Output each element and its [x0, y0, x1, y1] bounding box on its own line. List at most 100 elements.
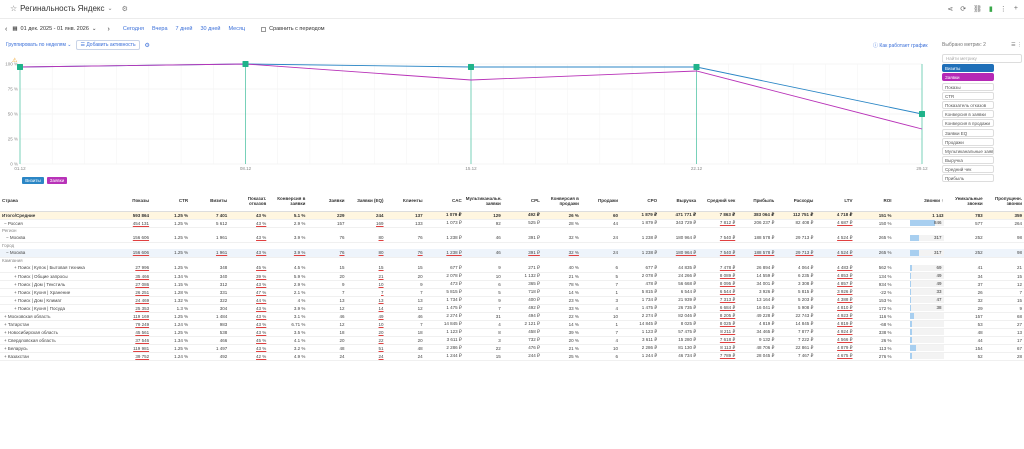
group-by-week-dropdown[interactable]: Группировать по неделям ⌄ [6, 42, 72, 48]
metric-chip[interactable]: Выручка [942, 156, 994, 165]
column-header[interactable]: Визиты [190, 191, 230, 212]
row-label[interactable]: + Поиск | Дом | Текстиль [0, 280, 112, 289]
compare-toggle[interactable]: Сравнить с периодом [261, 26, 325, 32]
table-row[interactable]: − Москва 156 606 1.25 % 1 961 43 % 3.9 % 76 80 7… [0, 249, 1024, 258]
row-label[interactable]: + Поиск | Кухня | Хранение [0, 288, 112, 297]
row-label[interactable]: − Москва [0, 234, 112, 243]
table-row[interactable]: + Поиск | Дом | Климат 24 469 1.32 % 322 44 … [0, 296, 1024, 305]
column-header[interactable]: Конверсия в продажи [541, 191, 581, 212]
metric-chip[interactable]: Мультиканальные заявки [942, 146, 994, 155]
column-header[interactable]: Продажи [580, 191, 621, 212]
table-row[interactable]: + Новосибирская область 45 561 1.25 % 538 43… [0, 328, 1024, 337]
metric-chip[interactable]: Заявки [942, 73, 994, 82]
row-label[interactable]: − Россия [0, 219, 112, 228]
metric-chip[interactable]: Конверсия в заявки [942, 110, 994, 119]
cell-value: 6 [615, 353, 619, 359]
metric-chip[interactable]: Показы [942, 82, 994, 91]
chart-icon[interactable]: ▮ [989, 6, 993, 13]
column-header[interactable]: Клиенты [385, 191, 425, 212]
table-cell: 2 274 ₽ [424, 312, 464, 321]
row-label[interactable]: + Татарстан [0, 320, 112, 329]
quick-30days[interactable]: 30 дней [200, 26, 221, 32]
column-header[interactable]: Заявки (EQ) [346, 191, 386, 212]
row-label[interactable]: + Поиск | Общие запросы [0, 272, 112, 281]
how-chart-works-link[interactable]: ⓘ Как работает график [873, 42, 928, 49]
row-label[interactable]: + Свердловская область [0, 336, 112, 345]
column-header[interactable]: Прибыль [737, 191, 777, 212]
table-row[interactable]: − Москва 156 606 1.25 % 1 961 43 % 3.9 % 76 80 7… [0, 234, 1024, 243]
metric-chip[interactable]: Показатель отказов [942, 100, 994, 109]
metric-chip[interactable]: Заявки EQ [942, 128, 994, 137]
row-label[interactable]: + Поиск | Кухня | Посуда [0, 304, 112, 313]
row-label[interactable]: + Поиск | Дом | Климат [0, 296, 112, 305]
next-period-button[interactable]: › [107, 25, 110, 33]
row-label[interactable]: + Поиск | Купок | Бытовая техника [0, 264, 112, 273]
row-label[interactable]: + Московская область [0, 312, 112, 321]
star-icon[interactable]: ☆ [10, 4, 18, 13]
metric-chip[interactable]: Прибыль [942, 174, 994, 183]
column-header[interactable]: Страна [0, 191, 112, 212]
table-row[interactable]: + Казахстан 39 752 1.24 % 492 42 % 4.9 % 24 24 2… [0, 352, 1024, 361]
quick-month[interactable]: Месяц [228, 26, 246, 32]
table-cell: 49 [893, 272, 946, 281]
cell-value: 46 [339, 313, 345, 319]
column-header[interactable]: Уникальные звонки [945, 191, 985, 212]
column-header[interactable]: Расходы [776, 191, 816, 212]
metric-chip[interactable]: Продажи [942, 137, 994, 146]
column-header[interactable]: Показат. отказов [229, 191, 269, 212]
table-row[interactable]: + Беларусь 119 981 1.25 % 1 497 43 % 3.2 % 48 5… [0, 344, 1024, 353]
column-header[interactable]: Звонки ↑ [893, 191, 946, 212]
table-row[interactable]: + Поиск | Дом | Текстиль 27 086 1.15 % 312 4… [0, 280, 1024, 289]
table-row[interactable]: + Свердловская область 37 546 1.34 % 466 45 … [0, 336, 1024, 345]
quick-7days[interactable]: 7 дней [175, 26, 193, 32]
column-header[interactable]: Выручка [659, 191, 699, 212]
column-header[interactable]: Средний чек [698, 191, 738, 212]
column-header[interactable]: CPL [502, 191, 542, 212]
column-header[interactable]: Заявки [307, 191, 347, 212]
refresh-icon[interactable]: ⟳ [960, 6, 967, 13]
add-activity-button[interactable]: ☰ Добавить активность [76, 40, 140, 50]
row-label[interactable]: + Новосибирская область [0, 328, 112, 337]
row-label[interactable]: − Москва [0, 249, 112, 258]
table-row[interactable]: + Татарстан 79 249 1.24 % 983 43 % 6.71 % 12 10… [0, 320, 1024, 329]
table-row[interactable]: + Поиск | Общие запросы 35 466 1.34 % 340 39… [0, 272, 1024, 281]
cell-value: 150 % [878, 220, 892, 226]
report-title[interactable]: ☆ Регинальность Яндекс ⌄ ⚙ [10, 4, 128, 13]
column-header[interactable]: LTV [815, 191, 855, 212]
chevron-down-icon[interactable]: ⌄ [107, 6, 113, 12]
metrics-panel-icons[interactable]: ☰ ⋮ [1011, 42, 1022, 48]
table-cell: 45 % [229, 264, 269, 273]
metric-chip[interactable]: Конверсия в продажи [942, 119, 994, 128]
column-header[interactable]: Пропущенн. звонки [984, 191, 1024, 212]
table-row[interactable]: + Поиск | Купок | Бытовая техника 27 996 1… [0, 264, 1024, 273]
quick-yesterday[interactable]: Вчера [151, 26, 168, 32]
metric-chip[interactable]: Визиты [942, 64, 994, 73]
column-header[interactable]: CPO [620, 191, 660, 212]
metric-chip[interactable]: Средний чек [942, 165, 994, 174]
column-header[interactable]: CTR [151, 191, 191, 212]
date-range-picker[interactable]: ▦ 01 дек. 2025 - 01 янв. 2026 ⌄ [12, 26, 96, 32]
metric-search-input[interactable]: Найти метрику [942, 54, 1022, 63]
chart-settings-icon[interactable]: ⚙ [144, 42, 150, 49]
row-label[interactable]: + Беларусь [0, 344, 112, 353]
add-icon[interactable]: + [1013, 5, 1018, 12]
table-row[interactable]: + Поиск | Кухня | Хранение 26 251 1.28 % 33… [0, 288, 1024, 297]
column-header[interactable]: ROI [854, 191, 894, 212]
link-icon[interactable]: ⛓ [973, 6, 983, 13]
table-row[interactable]: + Поиск | Кухня | Посуда 25 353 1.3 % 304 43… [0, 304, 1024, 313]
column-header[interactable]: Показы [112, 191, 152, 212]
cell-value: 1 475 ₽ [446, 305, 462, 310]
table-row[interactable]: + Московская область 119 169 1.25 % 1 484 43… [0, 312, 1024, 321]
prev-period-button[interactable]: ‹ [5, 25, 8, 33]
gear-icon[interactable]: ⚙ [121, 5, 128, 13]
share-icon[interactable]: ⋖ [947, 6, 954, 13]
row-label[interactable]: + Казахстан [0, 352, 112, 361]
table-row[interactable]: − Россия 454 131 1.25 % 5 612 43 % 2.9 % 157 16… [0, 219, 1024, 228]
more-icon[interactable]: ⋮ [999, 6, 1007, 13]
metric-chip[interactable]: CTR [942, 91, 994, 100]
compare-checkbox[interactable] [261, 26, 267, 32]
column-header[interactable]: Мультиканальн. заявки [463, 191, 503, 212]
column-header[interactable]: Конверсия в заявки [268, 191, 308, 212]
column-header[interactable]: CAC [424, 191, 464, 212]
quick-today[interactable]: Сегодня [122, 26, 144, 32]
